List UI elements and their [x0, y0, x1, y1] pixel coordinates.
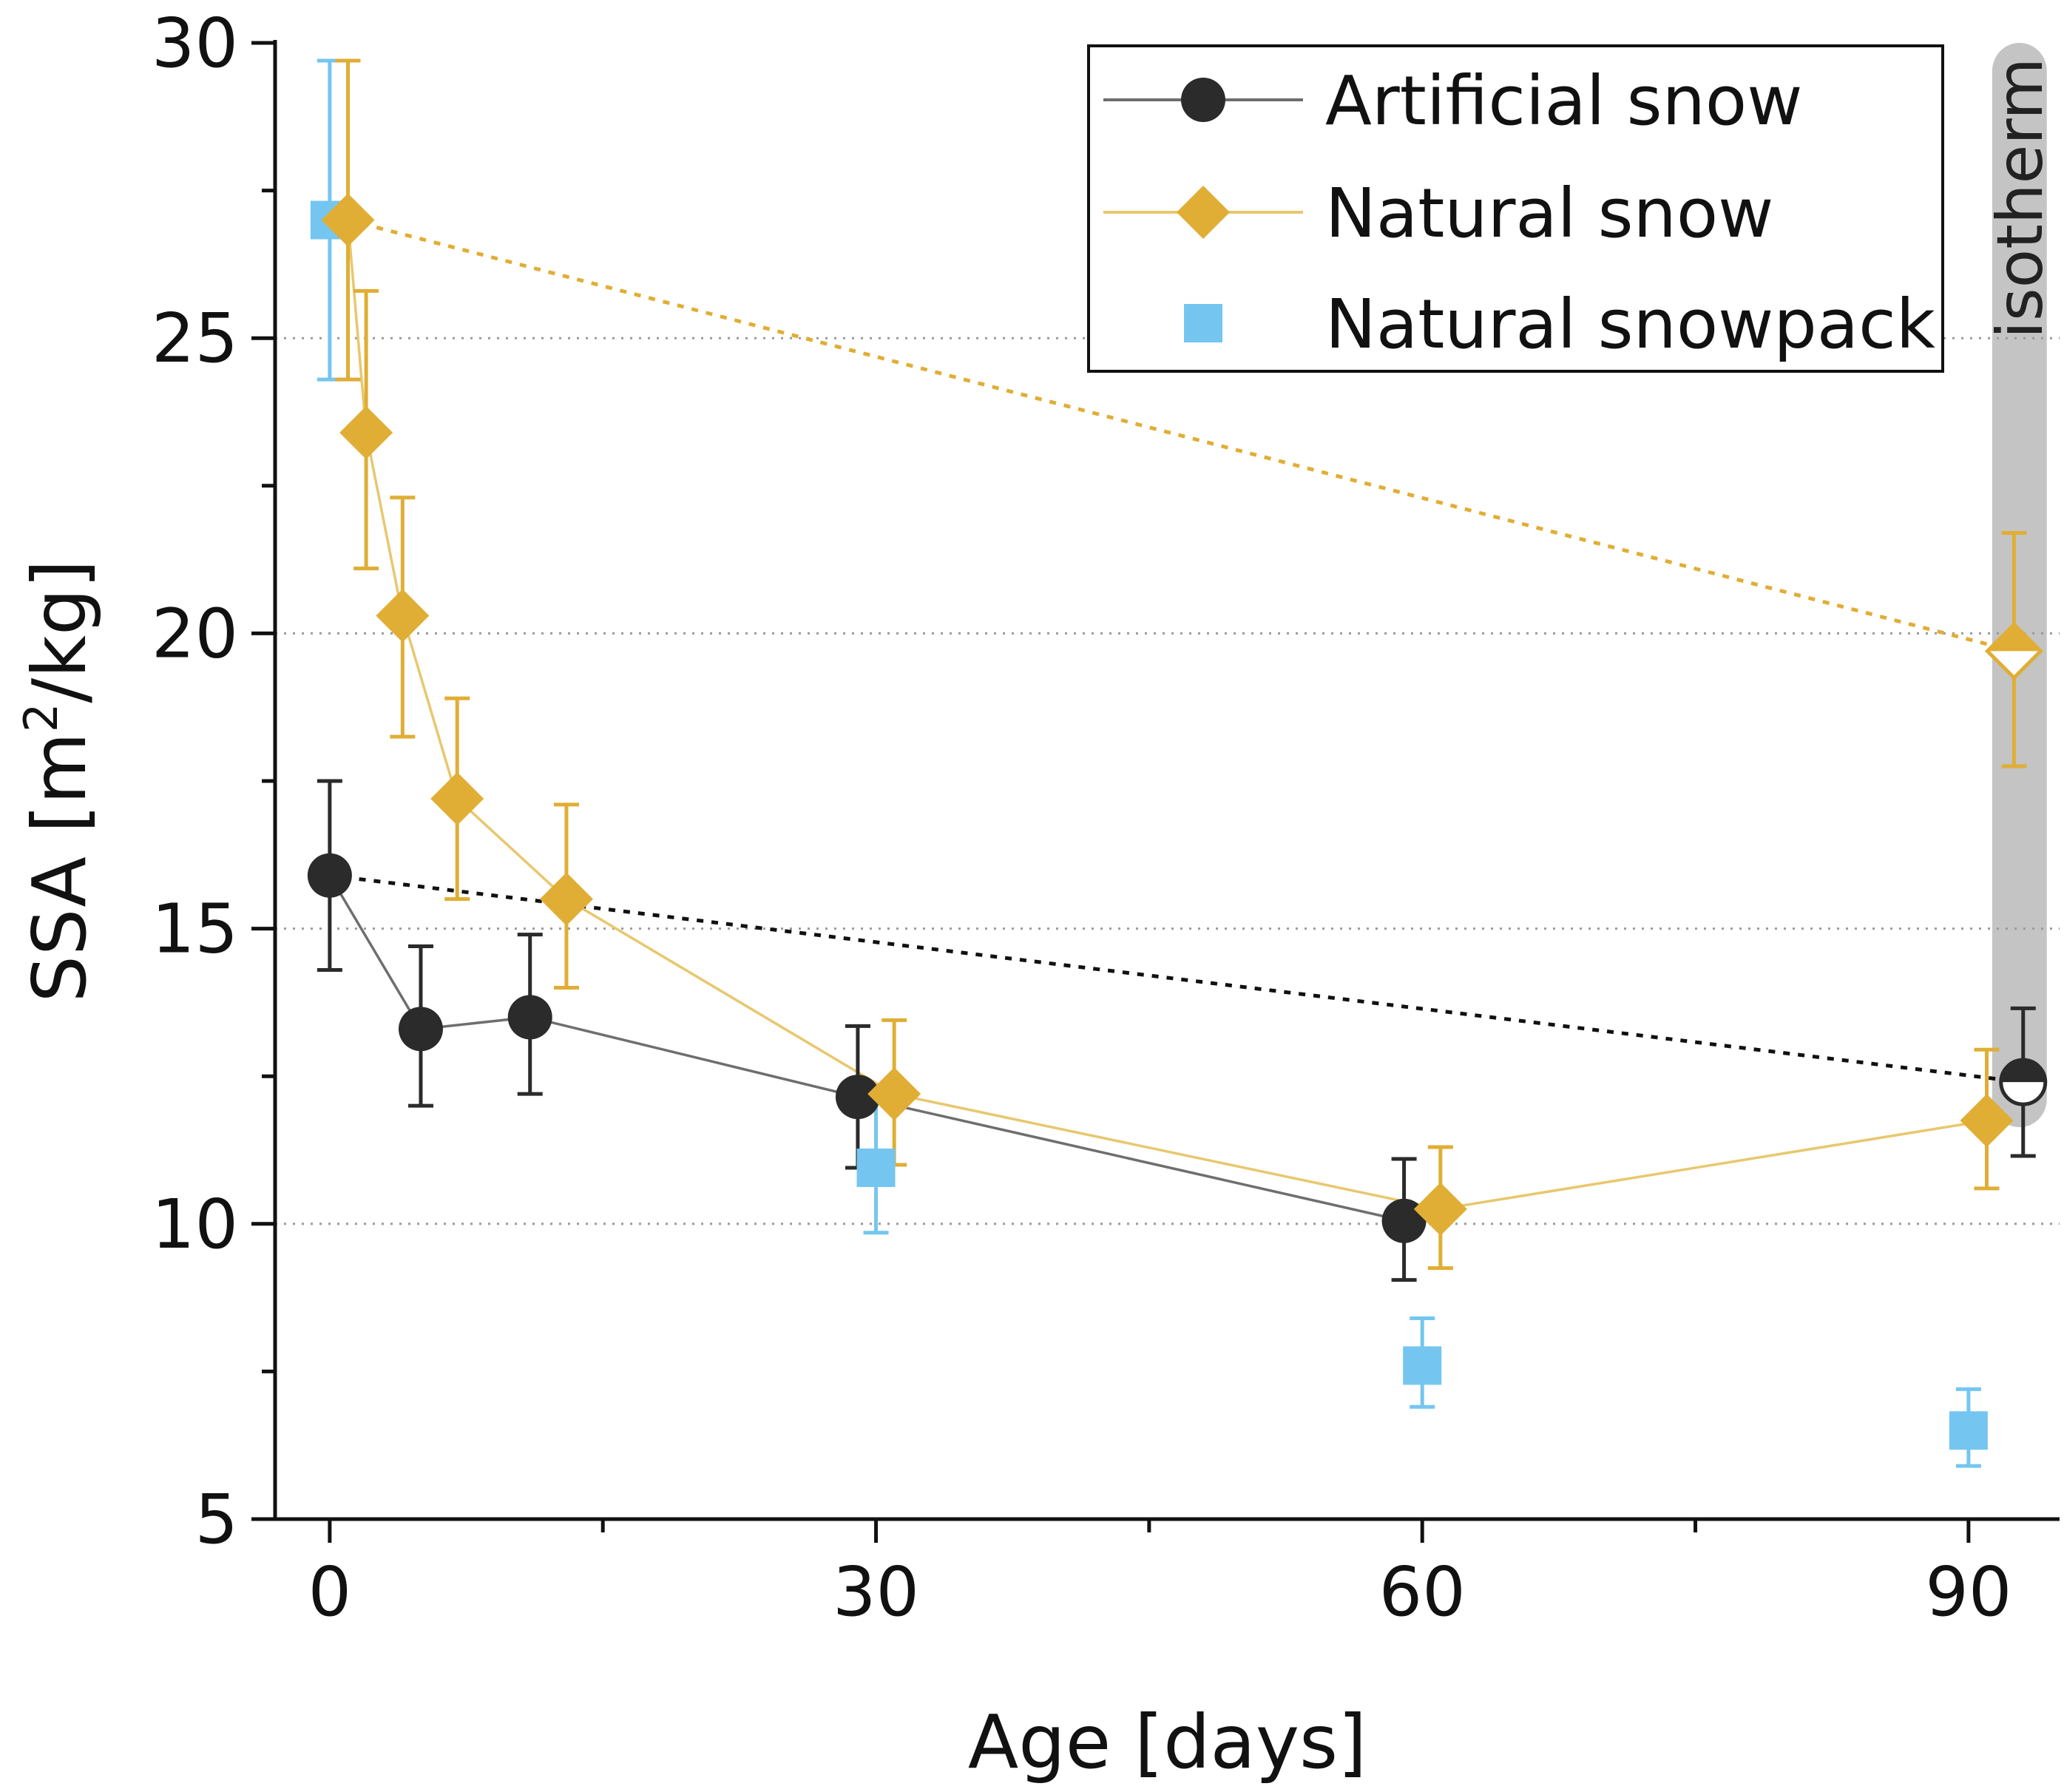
marker-natural-snow-7 [1960, 1094, 2014, 1148]
y-tick-label-20: 20 [152, 594, 238, 673]
x-tick-label-0: 0 [308, 1552, 352, 1632]
marker-natural-snowpack-2 [1403, 1346, 1442, 1385]
trend-line-natural-snow [347, 218, 2015, 653]
x-axis-title: Age [days] [968, 1699, 1367, 1785]
trend-line-artificial-snow [329, 873, 2024, 1084]
legend: Artificial snow Natural snow Natural sno… [1087, 44, 1944, 373]
y-tick-label-5: 5 [194, 1480, 238, 1559]
marker-natural-snow-6 [1413, 1182, 1467, 1236]
y-axis-title-superscript: 2 [14, 703, 68, 732]
y-tick-label-25: 25 [152, 299, 238, 378]
y-axis-title-main: SSA [m [16, 732, 103, 1002]
marker-artificial-snow-2 [507, 995, 552, 1040]
y-axis-title-tail: /kg] [16, 560, 103, 703]
data-markers [307, 193, 2048, 1450]
marker-artificial-snow-isotherm-fill [2000, 1060, 2046, 1083]
legend-label-artificial-snow: Artificial snow [1325, 61, 1802, 141]
x-tick-label-60: 60 [1379, 1552, 1466, 1632]
legend-label-natural-snowpack: Natural snowpack [1325, 285, 1936, 364]
marker-natural-snow-4 [539, 872, 593, 926]
marker-artificial-snow-3 [835, 1075, 880, 1120]
y-axis-title: SSA [m2/kg] [14, 560, 103, 1003]
legend-label-natural-snow: Natural snow [1325, 174, 1773, 253]
marker-natural-snow-5 [867, 1067, 921, 1121]
marker-natural-snow-2 [376, 589, 430, 643]
marker-artificial-snow-1 [398, 1007, 443, 1052]
marker-natural-snow-1 [339, 405, 393, 459]
x-tick-label-30: 30 [833, 1552, 919, 1632]
isotherm-band-rect [1992, 43, 2047, 1128]
marker-natural-snow-0 [321, 193, 375, 247]
series-line-natural-snow [346, 220, 1987, 1211]
marker-natural-snow-3 [430, 771, 484, 825]
marker-natural-snowpack-1 [856, 1148, 896, 1187]
marker-artificial-snow-0 [307, 853, 352, 898]
marker-natural-snow-isotherm-fill [1987, 624, 2041, 652]
axes: 5 10 15 20 25 30 0 30 60 90 [152, 4, 2060, 1632]
isotherm-label: isotherm [1983, 58, 2057, 339]
marker-natural-snowpack-3 [1949, 1411, 1988, 1450]
y-tick-label-15: 15 [152, 890, 238, 969]
trend-lines [329, 218, 2024, 1084]
isotherm-band: isotherm [1983, 43, 2057, 1128]
y-tick-label-10: 10 [152, 1185, 238, 1264]
legend-marker-natural-snowpack [1184, 304, 1222, 342]
y-tick-label-30: 30 [152, 4, 238, 83]
legend-marker-artificial-snow [1181, 78, 1225, 122]
legend-marker-natural-snow [1177, 186, 1230, 239]
x-tick-label-90: 90 [1925, 1552, 2011, 1632]
